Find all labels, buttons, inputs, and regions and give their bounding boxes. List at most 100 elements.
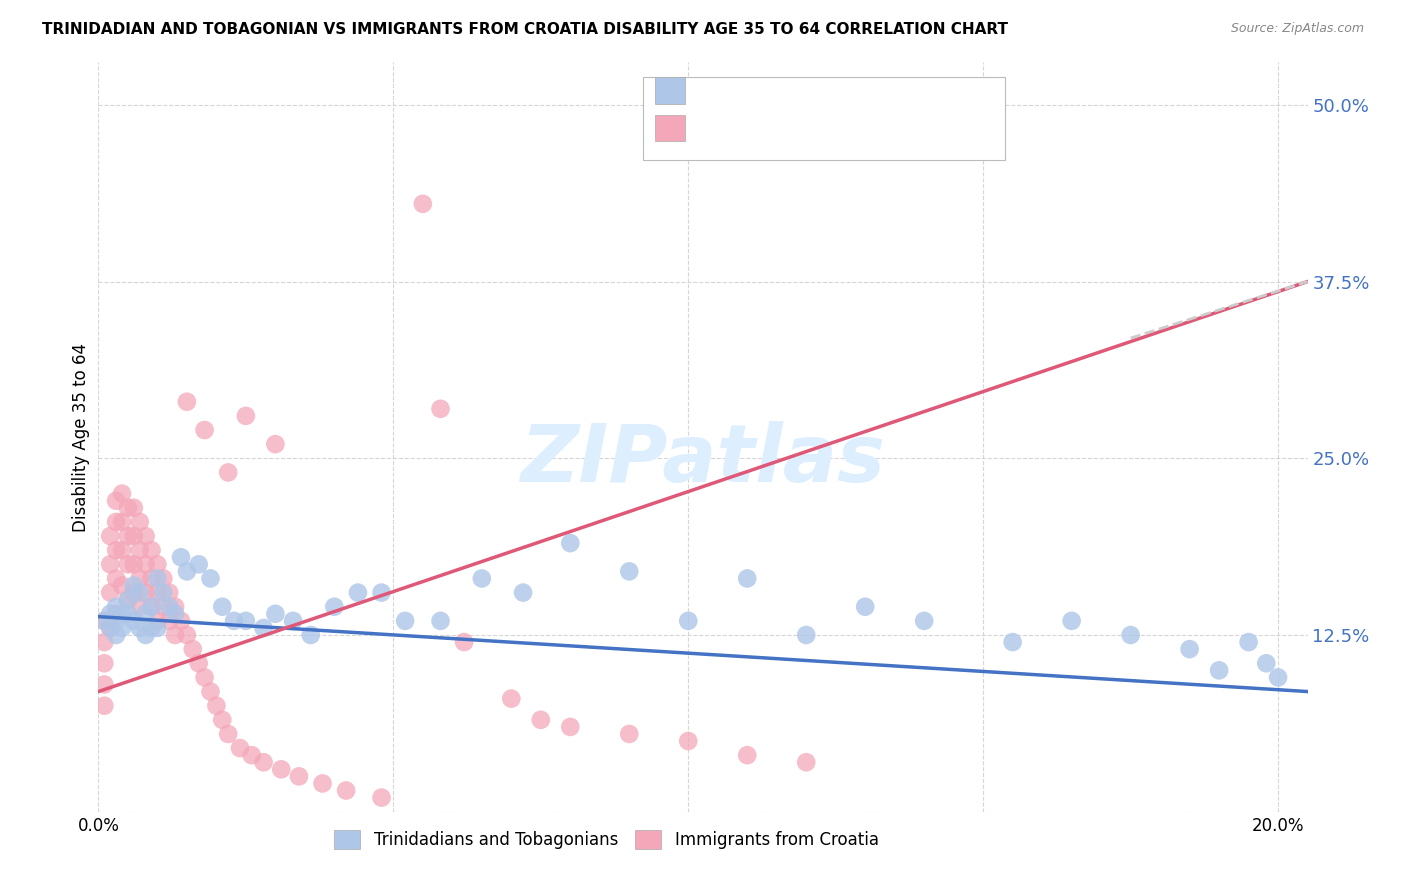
Point <box>187 558 209 572</box>
Point <box>1237 635 1260 649</box>
Point <box>252 621 274 635</box>
Point <box>105 614 128 628</box>
Point <box>141 621 163 635</box>
Point <box>141 599 163 614</box>
Point <box>264 607 287 621</box>
Point <box>105 571 128 585</box>
Point <box>105 628 128 642</box>
Point <box>128 543 150 558</box>
Point <box>165 628 187 642</box>
Text: R =  0.402   N = 77: R = 0.402 N = 77 <box>697 137 920 156</box>
Point <box>117 500 139 515</box>
Bar <box>655 115 685 141</box>
Point <box>240 748 263 763</box>
Point <box>1001 635 1024 649</box>
Point <box>98 558 121 572</box>
Point <box>235 409 257 423</box>
Point <box>530 713 553 727</box>
Point <box>128 621 150 635</box>
Point <box>105 607 128 621</box>
Point <box>141 599 163 614</box>
Point <box>93 677 115 691</box>
Bar <box>655 78 685 103</box>
Point <box>170 614 193 628</box>
Point <box>176 628 198 642</box>
Point <box>93 657 115 671</box>
Point <box>170 550 193 565</box>
Point <box>471 571 494 585</box>
Text: R = -0.278   N = 56: R = -0.278 N = 56 <box>697 100 920 119</box>
Point <box>93 698 115 713</box>
FancyBboxPatch shape <box>643 78 1005 160</box>
Point <box>111 607 134 621</box>
Point <box>1256 657 1278 671</box>
Point <box>501 691 523 706</box>
Point <box>217 727 239 741</box>
Point <box>187 657 209 671</box>
Point <box>299 628 322 642</box>
Point <box>794 756 817 770</box>
Point <box>128 585 150 599</box>
Point <box>1178 642 1201 657</box>
Point <box>122 614 145 628</box>
Point <box>252 756 274 770</box>
Point <box>111 621 134 635</box>
Point <box>678 614 700 628</box>
Point <box>176 565 198 579</box>
Point <box>678 734 700 748</box>
Point <box>264 437 287 451</box>
Point <box>1208 664 1230 678</box>
Point <box>194 670 217 684</box>
Point <box>122 500 145 515</box>
Point <box>141 543 163 558</box>
Point <box>146 614 169 628</box>
Point <box>93 635 115 649</box>
Point <box>429 614 451 628</box>
Point <box>429 401 451 416</box>
Point <box>105 543 128 558</box>
Point <box>560 720 582 734</box>
Point <box>181 642 204 657</box>
Point <box>98 529 121 543</box>
Point <box>205 698 228 713</box>
Point <box>98 607 121 621</box>
Point <box>194 423 217 437</box>
Point <box>1267 670 1289 684</box>
Point <box>105 515 128 529</box>
Point <box>152 599 174 614</box>
Point <box>853 599 876 614</box>
Point <box>135 529 157 543</box>
Point <box>117 592 139 607</box>
Point <box>560 536 582 550</box>
Point <box>281 614 304 628</box>
Point <box>453 635 475 649</box>
Text: Source: ZipAtlas.com: Source: ZipAtlas.com <box>1230 22 1364 36</box>
Point <box>288 769 311 783</box>
Point <box>200 684 222 698</box>
Point <box>98 621 121 635</box>
Point <box>135 558 157 572</box>
Point <box>200 571 222 585</box>
Point <box>370 585 392 599</box>
Point <box>165 599 187 614</box>
Point <box>135 607 157 621</box>
Point <box>135 628 157 642</box>
Point <box>176 394 198 409</box>
Point <box>323 599 346 614</box>
Point <box>394 614 416 628</box>
Point <box>111 486 134 500</box>
Point <box>98 585 121 599</box>
Point <box>619 565 641 579</box>
Point <box>157 599 180 614</box>
Text: TRINIDADIAN AND TOBAGONIAN VS IMMIGRANTS FROM CROATIA DISABILITY AGE 35 TO 64 CO: TRINIDADIAN AND TOBAGONIAN VS IMMIGRANTS… <box>42 22 1008 37</box>
Point <box>222 614 245 628</box>
Point <box>117 592 139 607</box>
Point <box>98 621 121 635</box>
Point <box>117 607 139 621</box>
Point <box>122 578 145 592</box>
Point <box>122 585 145 599</box>
Point <box>141 571 163 585</box>
Point <box>135 585 157 599</box>
Point <box>235 614 257 628</box>
Point <box>794 628 817 642</box>
